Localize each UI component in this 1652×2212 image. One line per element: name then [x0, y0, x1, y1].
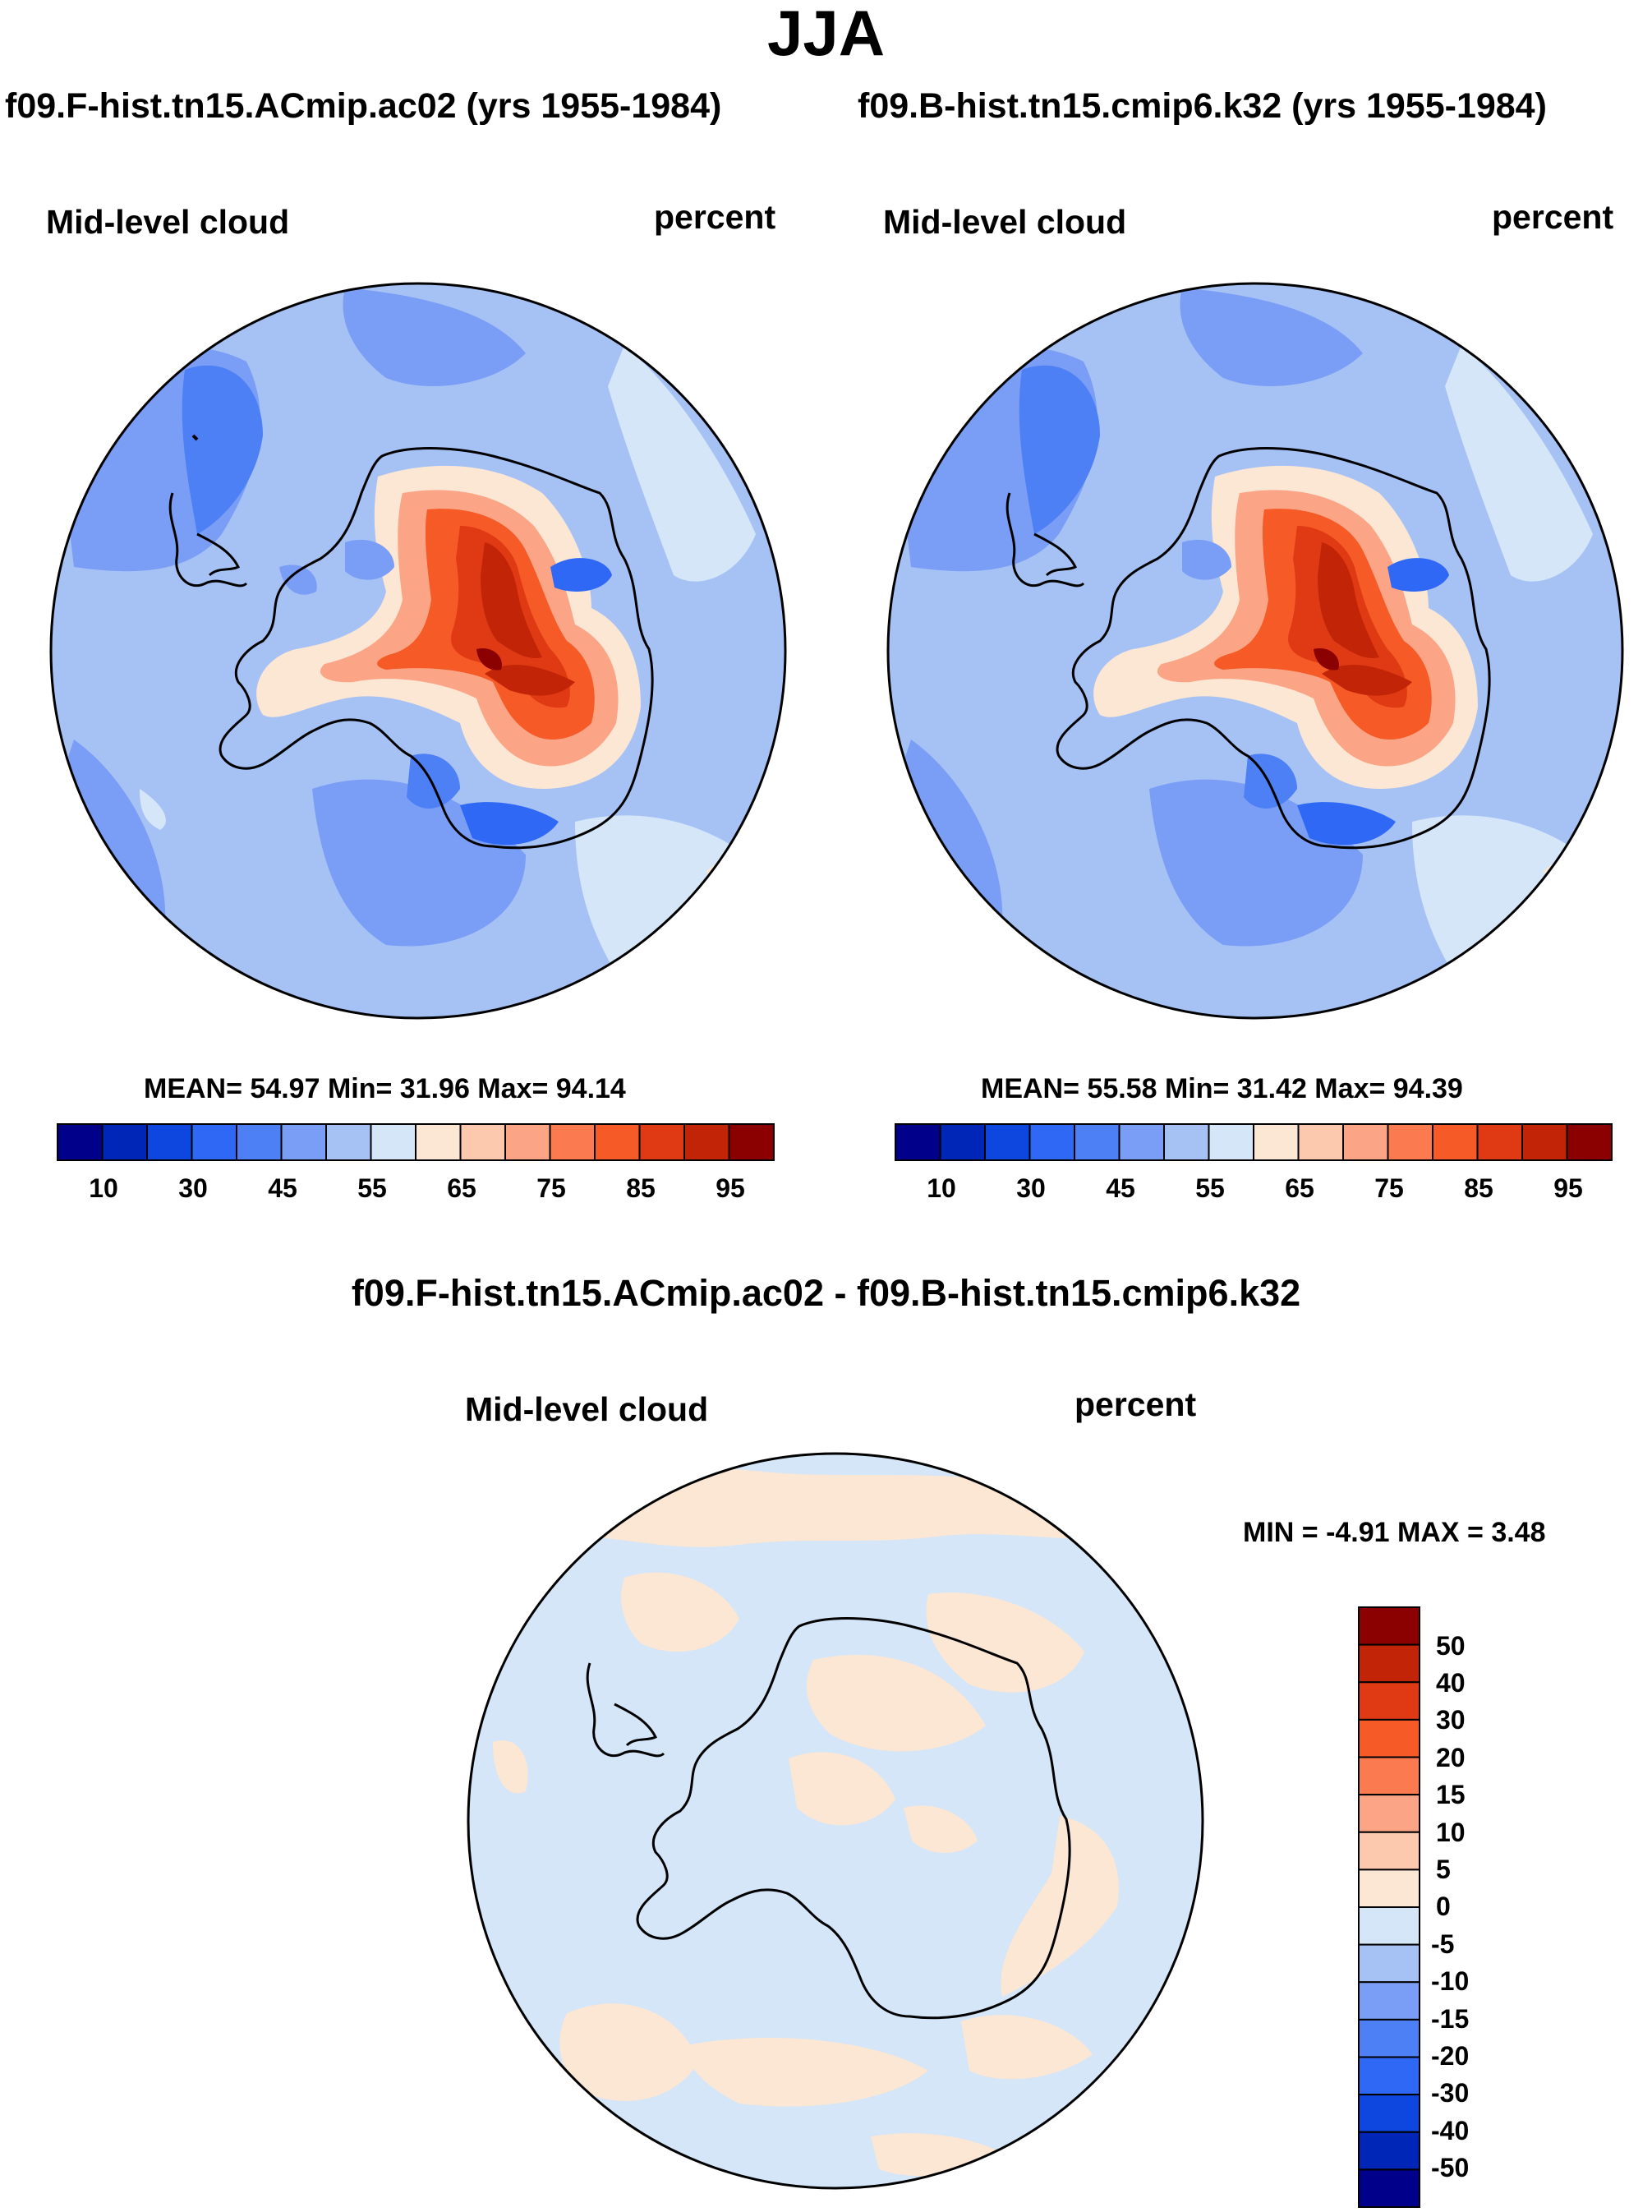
right-tick: 30 — [1016, 1173, 1046, 1203]
diff-variable-label: Mid-level cloud — [465, 1390, 709, 1428]
left-units-label: percent — [654, 198, 776, 236]
right-colorbar-ticks: 10 30 45 55 65 75 85 95 — [0, 1173, 1652, 1206]
right-stats: MEAN= 55.58 Min= 31.42 Max= 94.39 — [981, 1073, 1463, 1104]
diff-colorbar-swatch — [1358, 1794, 1420, 1833]
left-colorbar-swatch — [638, 1123, 685, 1161]
left-tick: 30 — [178, 1173, 208, 1203]
diff-colorbar-swatch — [1358, 1756, 1420, 1796]
right-colorbar-swatch — [895, 1123, 941, 1161]
right-colorbar-swatch — [1387, 1123, 1433, 1161]
left-tick: 10 — [89, 1173, 118, 1203]
right-tick: 55 — [1195, 1173, 1225, 1203]
left-stats: MEAN= 54.97 Min= 31.96 Max= 94.14 — [144, 1073, 626, 1104]
right-colorbar-swatch — [1566, 1123, 1613, 1161]
diff-colorbar-swatch — [1358, 1943, 1420, 1984]
right-tick: 65 — [1285, 1173, 1314, 1203]
diff-colorbar-swatch — [1358, 1643, 1420, 1684]
left-tick: 55 — [357, 1173, 387, 1203]
main-title: JJA — [766, 0, 886, 69]
left-tick: 45 — [268, 1173, 297, 1203]
left-colorbar-swatch — [101, 1123, 148, 1161]
left-colorbar-swatch — [549, 1123, 596, 1161]
right-colorbar-swatch — [1028, 1123, 1075, 1161]
right-colorbar-swatch — [939, 1123, 986, 1161]
left-tick: 95 — [716, 1173, 745, 1203]
left-colorbar-swatch — [683, 1123, 730, 1161]
left-colorbar-swatch — [236, 1123, 283, 1161]
right-case-title: f09.B-hist.tn15.cmip6.k32 (yrs 1955-1984… — [858, 86, 1547, 126]
left-tick: 75 — [536, 1173, 566, 1203]
right-tick: 85 — [1464, 1173, 1493, 1203]
diff-units-label: percent — [1074, 1385, 1197, 1423]
left-colorbar-swatch — [146, 1123, 193, 1161]
left-case-title: f09.F-hist.tn15.ACmip.ac02 (yrs 1955-198… — [5, 86, 722, 126]
left-variable-label: Mid-level cloud — [46, 203, 290, 241]
left-colorbar-swatch — [594, 1123, 641, 1161]
right-colorbar-swatch — [1118, 1123, 1165, 1161]
diff-title: f09.F-hist.tn15.ACmip.ac02 - f09.B-hist.… — [351, 1272, 1301, 1314]
left-colorbar-swatch — [415, 1123, 462, 1161]
left-colorbar-ticks: 10 30 45 55 65 75 85 95 — [0, 1173, 1652, 1206]
diff-colorbar — [1358, 1606, 1420, 2208]
diff-minmax: MIN = -4.91 MAX = 3.48 — [1243, 1517, 1546, 1548]
diff-colorbar-swatch — [1358, 2131, 1420, 2171]
diff-colorbar-swatch — [1358, 2018, 1420, 2058]
diff-colorbar-swatch — [1358, 1869, 1420, 1908]
right-tick: 45 — [1106, 1173, 1135, 1203]
diff-colorbar-swatch — [1358, 1906, 1420, 1946]
right-colorbar-swatch — [1297, 1123, 1344, 1161]
right-colorbar-swatch — [1521, 1123, 1568, 1161]
left-colorbar-swatch — [370, 1123, 416, 1161]
diff-colorbar-swatch — [1358, 1681, 1420, 1721]
right-colorbar-swatch — [1476, 1123, 1523, 1161]
left-colorbar-swatch — [57, 1123, 104, 1161]
diff-colorbar-swatch — [1358, 2056, 1420, 2096]
left-colorbar-swatch — [280, 1123, 327, 1161]
diff-colorbar-swatch — [1358, 1981, 1420, 2021]
right-units-label: percent — [1492, 198, 1614, 236]
diff-colorbar-swatch — [1358, 1718, 1420, 1758]
left-tick: 65 — [447, 1173, 476, 1203]
diff-colorbar-swatch — [1358, 2168, 1420, 2208]
right-tick: 75 — [1374, 1173, 1404, 1203]
left-colorbar-swatch — [504, 1123, 551, 1161]
right-colorbar-swatch — [1432, 1123, 1479, 1161]
right-variable-label: Mid-level cloud — [883, 203, 1127, 241]
right-colorbar-swatch — [1074, 1123, 1121, 1161]
left-colorbar — [57, 1123, 775, 1161]
diff-colorbar-swatch — [1358, 2094, 1420, 2133]
left-colorbar-swatch — [325, 1123, 372, 1161]
right-colorbar-swatch — [1342, 1123, 1389, 1161]
left-colorbar-swatch — [728, 1123, 775, 1161]
right-colorbar-swatch — [1253, 1123, 1300, 1161]
right-colorbar-swatch — [984, 1123, 1031, 1161]
right-colorbar — [895, 1123, 1613, 1161]
left-tick: 85 — [626, 1173, 656, 1203]
right-tick: 10 — [927, 1173, 956, 1203]
right-colorbar-swatch — [1163, 1123, 1210, 1161]
left-colorbar-swatch — [191, 1123, 237, 1161]
right-tick: 95 — [1553, 1173, 1583, 1203]
diff-colorbar-swatch — [1358, 1606, 1420, 1646]
left-colorbar-swatch — [459, 1123, 506, 1161]
diff-colorbar-swatch — [1358, 1831, 1420, 1871]
right-colorbar-swatch — [1208, 1123, 1254, 1161]
